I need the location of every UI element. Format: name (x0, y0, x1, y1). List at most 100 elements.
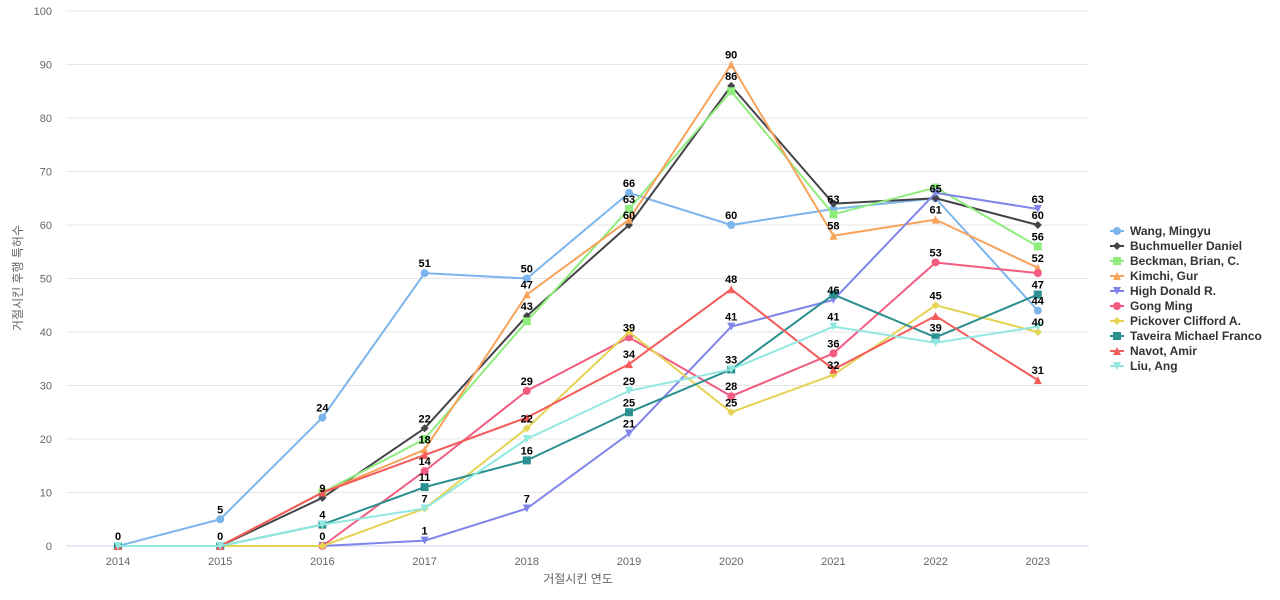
data-point[interactable] (420, 536, 429, 545)
series-lines (114, 60, 1042, 550)
data-point[interactable] (727, 392, 736, 401)
data-point[interactable] (931, 258, 940, 267)
legend-item[interactable]: Pickover Clifford A. (1110, 314, 1241, 328)
data-point[interactable] (420, 467, 429, 476)
legend-symbol[interactable] (1113, 272, 1121, 280)
data-point[interactable] (625, 408, 633, 417)
series-line (118, 304, 1039, 547)
data-point[interactable] (829, 231, 838, 240)
data-point[interactable] (1033, 221, 1042, 229)
data-point[interactable] (829, 210, 838, 219)
data-label: 1 (422, 526, 428, 538)
data-point[interactable] (1033, 328, 1042, 336)
x-tick-label: 2014 (106, 556, 130, 568)
legend-item[interactable]: Liu, Ang (1110, 359, 1178, 373)
data-point[interactable] (727, 87, 736, 96)
legend-item[interactable]: Kimchi, Gur (1110, 269, 1198, 283)
data-point[interactable] (931, 333, 940, 342)
data-point[interactable] (318, 542, 327, 550)
data-point[interactable] (420, 504, 429, 513)
data-point[interactable] (625, 215, 633, 224)
data-point[interactable] (829, 290, 838, 299)
legend-symbol[interactable] (1113, 227, 1121, 235)
data-point[interactable] (1033, 269, 1042, 278)
data-point[interactable] (625, 204, 633, 213)
data-point[interactable] (625, 333, 633, 342)
data-point[interactable] (727, 408, 736, 417)
legend-symbol[interactable] (1113, 347, 1121, 355)
data-point[interactable] (318, 488, 327, 497)
data-point[interactable] (1033, 242, 1042, 251)
data-point[interactable] (522, 424, 531, 433)
legend-item[interactable]: Taveira Michael Franco (1110, 329, 1262, 343)
data-point[interactable] (931, 188, 940, 197)
data-point[interactable] (625, 386, 633, 395)
data-point[interactable] (625, 188, 633, 197)
data-point[interactable] (522, 274, 531, 283)
data-point[interactable] (829, 322, 838, 331)
data-point[interactable] (420, 483, 429, 492)
data-point[interactable] (829, 365, 838, 374)
data-point[interactable] (318, 413, 327, 422)
data-point[interactable] (522, 435, 531, 443)
data-point[interactable] (420, 451, 429, 460)
legend-label: Pickover Clifford A. (1130, 314, 1241, 328)
data-point[interactable] (829, 199, 838, 208)
data-label: 28 (725, 381, 737, 393)
legend-symbol[interactable] (1113, 287, 1121, 295)
legend-symbol[interactable] (1113, 362, 1121, 370)
data-point[interactable] (727, 365, 736, 374)
data-point[interactable] (625, 328, 633, 336)
data-point[interactable] (216, 542, 225, 550)
legend-item[interactable]: Gong Ming (1110, 299, 1193, 313)
data-label: 14 (418, 456, 431, 468)
data-point[interactable] (420, 424, 429, 433)
legend-item[interactable]: Buchmueller Daniel (1110, 239, 1242, 253)
data-point[interactable] (1033, 306, 1042, 315)
data-point[interactable] (420, 435, 429, 443)
data-point[interactable] (625, 429, 633, 438)
data-point[interactable] (216, 515, 225, 524)
series-gong-ming (114, 258, 1042, 550)
data-point[interactable] (1033, 204, 1042, 213)
legend-symbol[interactable] (1113, 257, 1121, 265)
data-point[interactable] (727, 285, 736, 294)
data-point[interactable] (522, 317, 531, 326)
data-point[interactable] (522, 456, 531, 465)
data-point[interactable] (829, 349, 838, 358)
data-label: 60 (1032, 210, 1044, 222)
data-point[interactable] (727, 322, 736, 331)
legend-symbol[interactable] (1113, 302, 1121, 310)
data-point[interactable] (522, 290, 531, 299)
legend-symbol[interactable] (1113, 332, 1121, 340)
data-point[interactable] (420, 269, 429, 278)
data-point[interactable] (318, 520, 327, 529)
data-point[interactable] (114, 542, 122, 550)
legend-symbol[interactable] (1113, 317, 1121, 325)
data-point[interactable] (420, 445, 429, 454)
legend-item[interactable]: Beckman, Brian, C. (1110, 254, 1239, 268)
data-point[interactable] (727, 221, 736, 229)
data-point[interactable] (1033, 376, 1042, 385)
data-point[interactable] (931, 183, 940, 192)
series-liu-ang (114, 322, 1042, 550)
data-point[interactable] (625, 360, 633, 369)
data-label: 0 (115, 531, 121, 543)
legend-item[interactable]: Wang, Mingyu (1110, 224, 1211, 238)
data-point[interactable] (931, 311, 940, 320)
data-point[interactable] (1033, 290, 1042, 299)
data-point[interactable] (522, 386, 531, 395)
data-point[interactable] (522, 504, 531, 513)
legend-item[interactable]: Navot, Amir (1110, 344, 1197, 358)
legend-item[interactable]: High Donald R. (1110, 284, 1216, 298)
data-point[interactable] (1033, 322, 1042, 331)
series-pickover-clifford-a (114, 301, 1042, 550)
data-point[interactable] (931, 215, 940, 224)
legend-symbol[interactable] (1113, 242, 1121, 250)
data-label: 53 (929, 247, 941, 259)
data-point[interactable] (727, 60, 736, 69)
data-point[interactable] (522, 413, 531, 422)
data-point[interactable] (931, 338, 940, 347)
data-point[interactable] (931, 301, 940, 310)
